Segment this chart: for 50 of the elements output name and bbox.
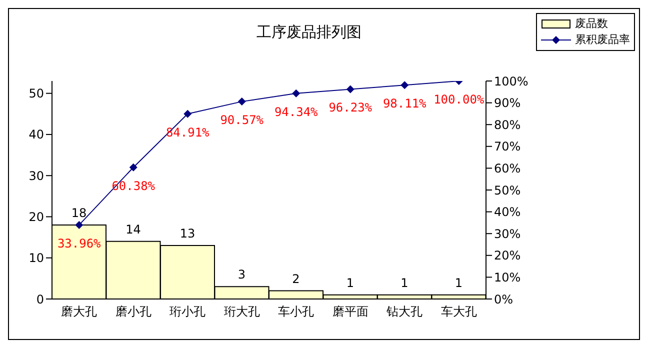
y-tick-label: 30 bbox=[28, 168, 44, 183]
data-label: 13 bbox=[180, 226, 196, 241]
point bbox=[400, 81, 409, 90]
y2-tick-label: 40% bbox=[494, 205, 521, 220]
x-tick-label: 珩小孔 bbox=[170, 304, 206, 319]
point bbox=[75, 220, 84, 229]
y-tick-label: 50 bbox=[28, 86, 44, 101]
data-label: 1 bbox=[400, 276, 408, 290]
data-label: 1 bbox=[454, 276, 463, 290]
chart-title: 工序废品排列图 bbox=[256, 23, 362, 41]
y2-tick-label: 70% bbox=[494, 140, 521, 154]
x-tick-label: 车大孔 bbox=[440, 304, 477, 319]
x-tick-label: 车小孔 bbox=[278, 304, 314, 319]
point bbox=[292, 89, 300, 98]
data-label: 100.00% bbox=[434, 92, 485, 107]
data-label: 2 bbox=[292, 272, 300, 286]
y-tick-label: 0 bbox=[36, 292, 44, 306]
point bbox=[184, 110, 192, 118]
data-label: 3 bbox=[238, 268, 246, 282]
legend-label: 累积废品率 bbox=[575, 32, 630, 48]
data-label: 84.91% bbox=[166, 125, 210, 140]
x-tick-label: 珩大孔 bbox=[224, 304, 260, 319]
data-label: 14 bbox=[126, 222, 141, 236]
y2-tick-label: 0% bbox=[494, 292, 514, 306]
data-label: 18 bbox=[71, 206, 87, 220]
y-tick-label: 40 bbox=[28, 128, 44, 142]
y2-tick-label: 30% bbox=[494, 226, 521, 241]
y2-tick-label: 20% bbox=[494, 248, 521, 263]
y2-tick-label: 50% bbox=[494, 183, 521, 198]
x-tick-label: 磨平面 bbox=[332, 304, 368, 319]
legend-label: 废品数 bbox=[575, 16, 608, 32]
y2-tick-label: 90% bbox=[494, 96, 521, 110]
data-label: 96.23% bbox=[328, 100, 373, 115]
y-tick-label: 10 bbox=[28, 251, 44, 266]
data-label: 98.11% bbox=[382, 96, 428, 111]
x-tick-label: 磨小孔 bbox=[115, 304, 152, 319]
data-label: 90.57% bbox=[220, 113, 264, 128]
y2-tick-label: 10% bbox=[494, 270, 521, 284]
y2-tick-label: 60% bbox=[494, 161, 521, 176]
x-tick-label: 磨大孔 bbox=[61, 304, 98, 319]
point bbox=[238, 98, 246, 106]
y-tick-label: 20 bbox=[28, 210, 44, 224]
point bbox=[129, 163, 138, 172]
x-tick-label: 钻大孔 bbox=[386, 304, 423, 319]
point bbox=[346, 85, 354, 94]
y2-tick-label: 100% bbox=[494, 74, 528, 88]
data-label: 33.96% bbox=[57, 236, 102, 250]
y2-tick-label: 80% bbox=[494, 118, 521, 132]
data-label: 1 bbox=[346, 276, 354, 290]
data-label: 94.34% bbox=[274, 104, 319, 119]
